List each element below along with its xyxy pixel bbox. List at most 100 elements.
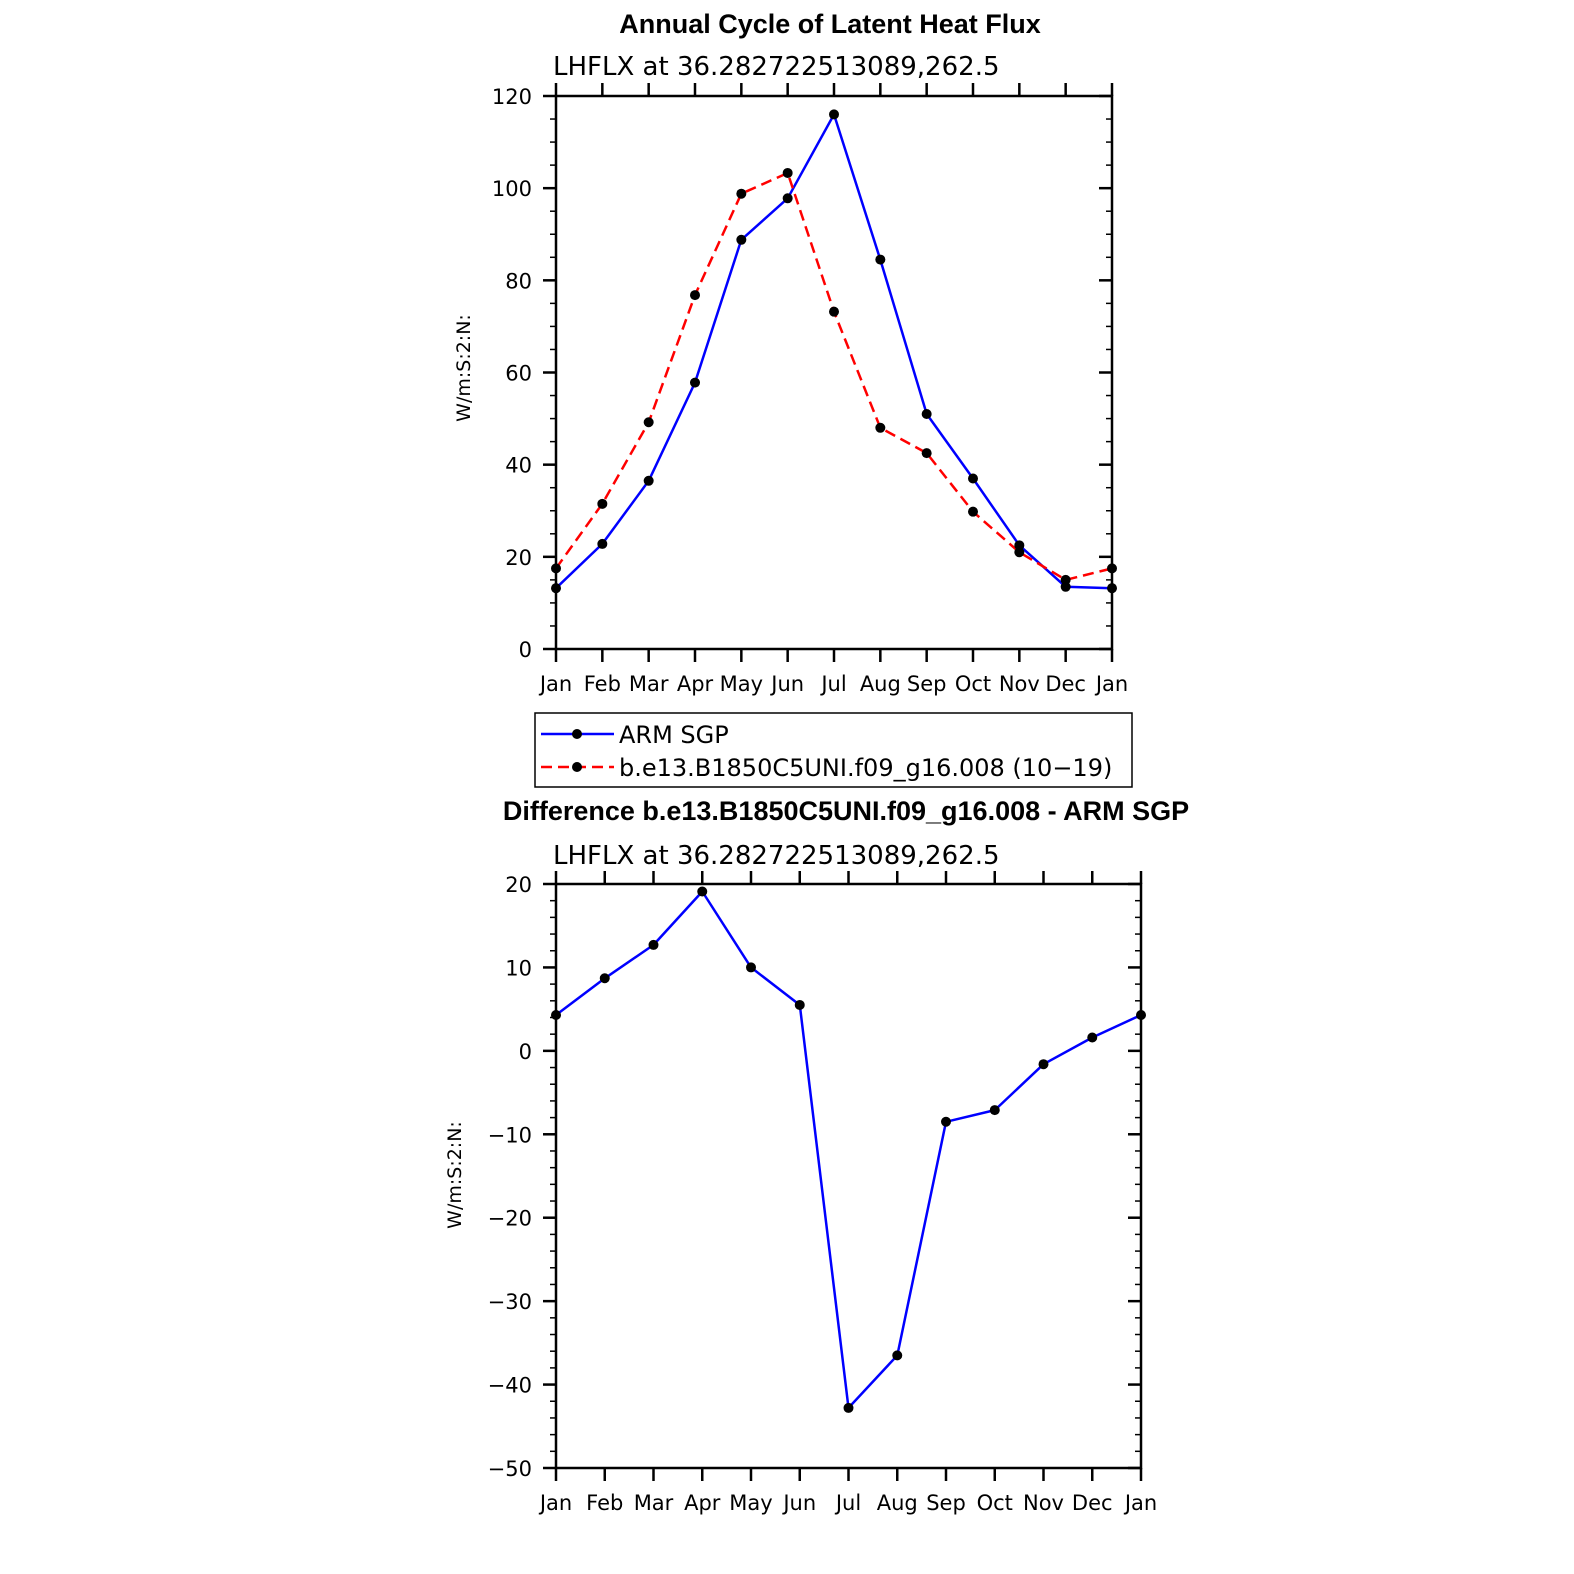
data-point [1087,1032,1098,1043]
series-line [555,113,1113,590]
x-tick-label: May [720,672,763,696]
data-point [941,1116,951,1127]
data-point [794,999,805,1010]
data-point [697,886,708,897]
x-tick-labels: Jan Feb Mar Apr May Jun Jul Aug Sep Oct Nov Dec Jan [538,672,1128,696]
data-point [736,234,747,245]
data-point [643,475,654,486]
data-point [843,1402,854,1413]
x-tick-label: Dec [1072,1491,1113,1515]
y-tick-labels: −50 −40 −30 −20 −10 0 10 20 [488,873,532,1481]
data-point [875,254,886,265]
y-tick-label: 60 [505,362,532,386]
y-tick-label: 40 [505,454,532,478]
data-point [829,306,839,317]
data-point [921,448,932,459]
data-point [782,167,793,178]
tick-marks [543,871,1143,1481]
x-tick-label: Feb [584,672,621,696]
legend-label-model: b.e13.B1850C5UNI.f09_g16.008 (10−19) [619,754,1112,782]
data-point [1014,547,1025,558]
x-tick-label: Nov [1023,1491,1064,1515]
x-tick-label: Jul [819,672,846,696]
x-tick-label: Jan [538,672,572,696]
series-lines [555,890,1142,1410]
y-tick-label: −20 [488,1207,532,1231]
y-tick-label: −10 [488,1123,532,1147]
data-point [746,962,756,973]
y-tick-label: 100 [492,177,532,201]
y-axis-label: W/m:S:2:N: [444,1121,466,1229]
y-tick-label: −30 [488,1290,532,1314]
data-point [1014,540,1025,551]
data-point [599,973,610,984]
plot-frame [554,882,1143,1470]
x-tick-label: Oct [977,1491,1013,1515]
x-tick-label: Jun [769,672,804,696]
plot-frame [554,94,1114,651]
data-point [1060,574,1071,585]
x-tick-label: Jan [1123,1491,1157,1515]
x-tick-label: Jan [538,1491,572,1515]
data-point [1038,1059,1049,1070]
chart-title: Difference b.e13.B1850C5UNI.f09_g16.008 … [503,796,1189,826]
data-point [597,538,608,549]
chart-subtitle: LHFLX at 36.282722513089,262.5 [553,841,1000,871]
data-point [968,506,978,517]
chart-title: Annual Cycle of Latent Heat Flux [619,9,1041,39]
data-points [551,109,1117,594]
data-point [875,422,886,433]
data-point [892,1350,903,1361]
y-tick-label: 80 [505,269,532,293]
data-points [551,886,1146,1413]
y-tick-label: 0 [519,1040,532,1064]
x-tick-label: Oct [955,672,991,696]
y-tick-label: 120 [492,85,532,109]
data-point [648,939,659,950]
data-point [989,1105,1000,1116]
data-point [597,498,608,509]
y-tick-label: 0 [519,638,532,662]
x-tick-label: Dec [1045,672,1086,696]
y-tick-label: −50 [488,1457,532,1481]
x-tick-label: Nov [999,672,1040,696]
x-tick-label: Sep [926,1491,966,1515]
data-point [829,109,839,120]
x-tick-label: Jan [1094,672,1128,696]
data-point [782,193,793,204]
x-tick-label: Apr [677,672,714,696]
x-tick-label: Mar [634,1491,674,1515]
x-tick-label: Aug [877,1491,918,1515]
x-tick-label: Feb [586,1491,623,1515]
tick-marks [543,83,1114,662]
y-axis-label: W/m:S:2:N: [453,314,475,422]
x-tick-label: Jul [834,1491,861,1515]
panel-annual-cycle: Annual Cycle of Latent Heat Flux LHFLX a… [453,9,1128,696]
x-tick-labels: Jan Feb Mar Apr May Jun Jul Aug Sep Oct Nov Dec Jan [538,1491,1157,1515]
x-tick-label: Apr [684,1491,721,1515]
x-tick-label: Mar [629,672,669,696]
series-lines [554,113,1113,590]
series-line [554,171,1113,582]
panel-difference: Difference b.e13.B1850C5UNI.f09_g16.008 … [444,796,1189,1515]
series-line [555,890,1142,1410]
legend: ARM SGP b.e13.B1850C5UNI.f09_g16.008 (10… [534,712,1133,788]
x-tick-label: Aug [860,672,901,696]
x-tick-label: Sep [907,672,947,696]
data-point [921,408,932,419]
data-point [1060,581,1071,592]
chart-subtitle: LHFLX at 36.282722513089,262.5 [553,52,1000,82]
data-point [690,290,700,301]
legend-marker-arm-sgp [572,729,582,739]
y-tick-label: 10 [505,956,532,980]
y-tick-label: 20 [505,546,532,570]
legend-box [534,712,1133,788]
x-tick-label: May [729,1491,772,1515]
y-tick-label: −40 [488,1374,532,1398]
data-point [643,417,654,428]
legend-label-arm-sgp: ARM SGP [619,721,729,749]
data-point [690,377,700,388]
data-point [968,473,978,484]
legend-marker-model [572,762,582,772]
